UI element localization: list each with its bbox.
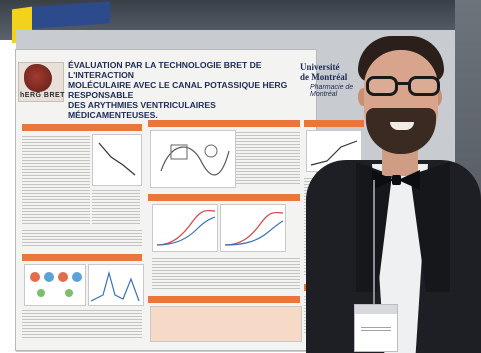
poster-right-graph: [310, 140, 358, 166]
badge-text-lines: [361, 325, 391, 333]
poster-figure-graph: [98, 142, 136, 176]
poster-section-header: [304, 120, 364, 127]
badge-lanyard: [373, 180, 375, 308]
poster-text-block: [152, 256, 300, 290]
university-logo: Université de Montréal Pharmacie de Mont…: [300, 60, 366, 100]
name-badge: [354, 304, 398, 352]
person-smile: [390, 122, 414, 130]
poster-section-header: [148, 296, 300, 303]
poster-curve-graph-1: [156, 209, 216, 246]
glasses-lens-right: [408, 76, 440, 96]
poster-diagram-graphic: [160, 144, 230, 176]
poster-text-block: [236, 130, 300, 186]
poster-text-block: [92, 188, 140, 224]
poster-logo-text: hERG BRET: [20, 92, 65, 99]
poster-text-block: [22, 134, 90, 224]
poster-text-block: [22, 308, 142, 338]
poster-section-header: [148, 120, 300, 127]
poster-title: ÉVALUATION PAR LA TECHNOLOGIE BRET DE L'…: [68, 60, 288, 120]
bowtie-left-wing: [372, 170, 394, 190]
poster-peak-graph: [90, 270, 140, 302]
poster-figure-circles: [24, 264, 86, 306]
poster-section-header: [148, 194, 300, 201]
badge-header-stripe: [355, 305, 397, 314]
glasses-lens-left: [366, 76, 398, 96]
poster-figure-peaks: [88, 264, 144, 306]
poster-curve-graph-2: [224, 211, 284, 246]
bowtie-right-wing: [398, 170, 420, 190]
bowtie-icon: [372, 170, 420, 190]
poster-figure: [92, 134, 142, 186]
poster-figure-curve-1: [152, 204, 218, 252]
poster-text-block: [22, 228, 142, 248]
person-ear-left: [358, 88, 368, 106]
glasses-bridge: [397, 82, 409, 85]
poster-circle-icons: [30, 272, 82, 297]
heart-icon: [24, 64, 52, 92]
university-subtitle: Pharmacie de Montréal: [310, 84, 354, 98]
person-glasses: [364, 76, 442, 98]
poster-figure-curve-2: [220, 204, 286, 252]
poster-results-table: [150, 306, 302, 342]
poster-section-header: [22, 254, 142, 261]
poster-figure-diagram: [150, 130, 236, 188]
poster-section-header: [22, 124, 142, 131]
university-name: Université de Montréal: [300, 62, 348, 82]
bowtie-knot: [392, 175, 401, 185]
